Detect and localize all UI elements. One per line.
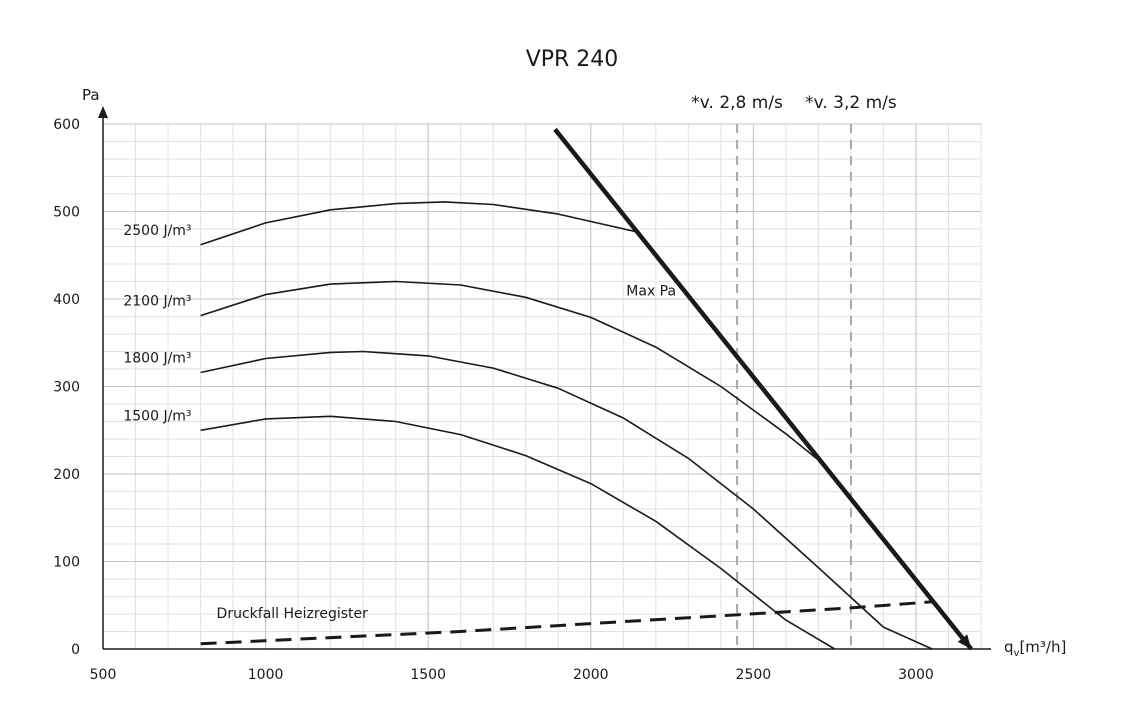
- x-axis-label-suffix: [m³/h]: [1019, 638, 1066, 656]
- series-layer: [200, 127, 973, 651]
- series-annotation: Max Pa: [626, 283, 676, 299]
- series-line: [200, 280, 819, 461]
- labels: VPR 240 Pa qv[m³/h]: [82, 47, 1066, 659]
- tick-labels: 500 1000 1500 2000 2500 3000 0 100 200 300 400 500 6…: [53, 117, 934, 683]
- annotations: 2500 J/m³ 2100 J/m³ 1800 J/m³ 1500 J/m³ Max …: [123, 223, 676, 622]
- chart-title: VPR 240: [526, 47, 619, 72]
- y-tick-label: 400: [53, 292, 80, 308]
- series-line: [200, 350, 933, 650]
- x-tick-label: 500: [90, 667, 117, 683]
- series-line: [200, 600, 933, 646]
- x-tick-label: 1000: [248, 667, 284, 683]
- axes: [98, 106, 991, 650]
- x-tick-label: 2000: [573, 667, 609, 683]
- y-tick-label: 0: [71, 642, 80, 658]
- series-annotation: 2100 J/m³: [123, 294, 191, 310]
- series-line: [200, 415, 836, 650]
- series-annotation: 1800 J/m³: [123, 351, 191, 367]
- y-tick-label: 500: [53, 205, 80, 221]
- x-tick-label: 2500: [736, 667, 772, 683]
- series-annotation: Druckfall Heizregister: [217, 606, 369, 622]
- y-tick-label: 600: [53, 117, 80, 133]
- series-line: [553, 127, 973, 651]
- series-annotation: 1500 J/m³: [123, 408, 191, 424]
- y-tick-label: 100: [53, 555, 80, 571]
- x-axis-label-prefix: q: [1004, 638, 1014, 656]
- reference-lines: *v. 2,8 m/s *v. 3,2 m/s: [691, 93, 897, 649]
- y-tick-label: 300: [53, 380, 80, 396]
- x-tick-label: 3000: [898, 667, 934, 683]
- x-axis-label-sub: v: [1014, 648, 1020, 659]
- x-tick-label: 1500: [410, 667, 446, 683]
- series-annotation: 2500 J/m³: [123, 223, 191, 239]
- max-pa-arrowhead: [957, 634, 972, 649]
- grid-major: [102, 123, 981, 650]
- y-axis-arrow: [98, 106, 108, 118]
- series-line: [200, 201, 640, 246]
- x-axis-label: qv[m³/h]: [1004, 638, 1066, 659]
- reference-label: *v. 3,2 m/s: [805, 93, 897, 113]
- reference-label: *v. 2,8 m/s: [691, 93, 783, 113]
- y-tick-label: 200: [53, 467, 80, 483]
- y-axis-label: Pa: [82, 86, 100, 104]
